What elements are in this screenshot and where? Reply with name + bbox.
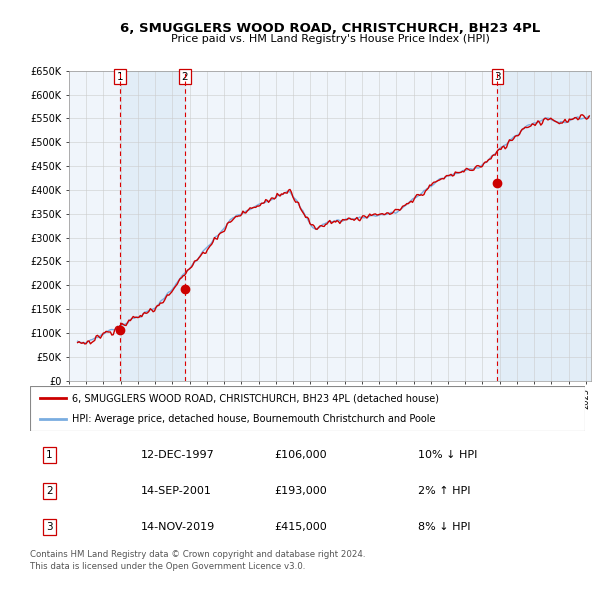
Text: 8% ↓ HPI: 8% ↓ HPI — [419, 522, 471, 532]
Text: 2: 2 — [181, 71, 188, 81]
Text: HPI: Average price, detached house, Bournemouth Christchurch and Poole: HPI: Average price, detached house, Bour… — [71, 414, 435, 424]
Text: 3: 3 — [46, 522, 53, 532]
Text: 3: 3 — [494, 71, 501, 81]
Text: £193,000: £193,000 — [274, 486, 327, 496]
Text: 1: 1 — [46, 450, 53, 460]
Text: 10% ↓ HPI: 10% ↓ HPI — [419, 450, 478, 460]
Text: 2: 2 — [46, 486, 53, 496]
Text: 14-SEP-2001: 14-SEP-2001 — [141, 486, 212, 496]
Text: 1: 1 — [116, 71, 123, 81]
Text: 6, SMUGGLERS WOOD ROAD, CHRISTCHURCH, BH23 4PL (detached house): 6, SMUGGLERS WOOD ROAD, CHRISTCHURCH, BH… — [71, 394, 439, 404]
Text: Contains HM Land Registry data © Crown copyright and database right 2024.
This d: Contains HM Land Registry data © Crown c… — [30, 550, 365, 571]
Text: £106,000: £106,000 — [274, 450, 327, 460]
Text: 2% ↑ HPI: 2% ↑ HPI — [419, 486, 471, 496]
Text: 14-NOV-2019: 14-NOV-2019 — [141, 522, 215, 532]
Bar — [120, 71, 185, 381]
Text: Price paid vs. HM Land Registry's House Price Index (HPI): Price paid vs. HM Land Registry's House … — [170, 34, 490, 44]
Bar — [497, 71, 591, 381]
Text: £415,000: £415,000 — [274, 522, 327, 532]
Text: 12-DEC-1997: 12-DEC-1997 — [141, 450, 215, 460]
Text: 6, SMUGGLERS WOOD ROAD, CHRISTCHURCH, BH23 4PL: 6, SMUGGLERS WOOD ROAD, CHRISTCHURCH, BH… — [120, 22, 540, 35]
